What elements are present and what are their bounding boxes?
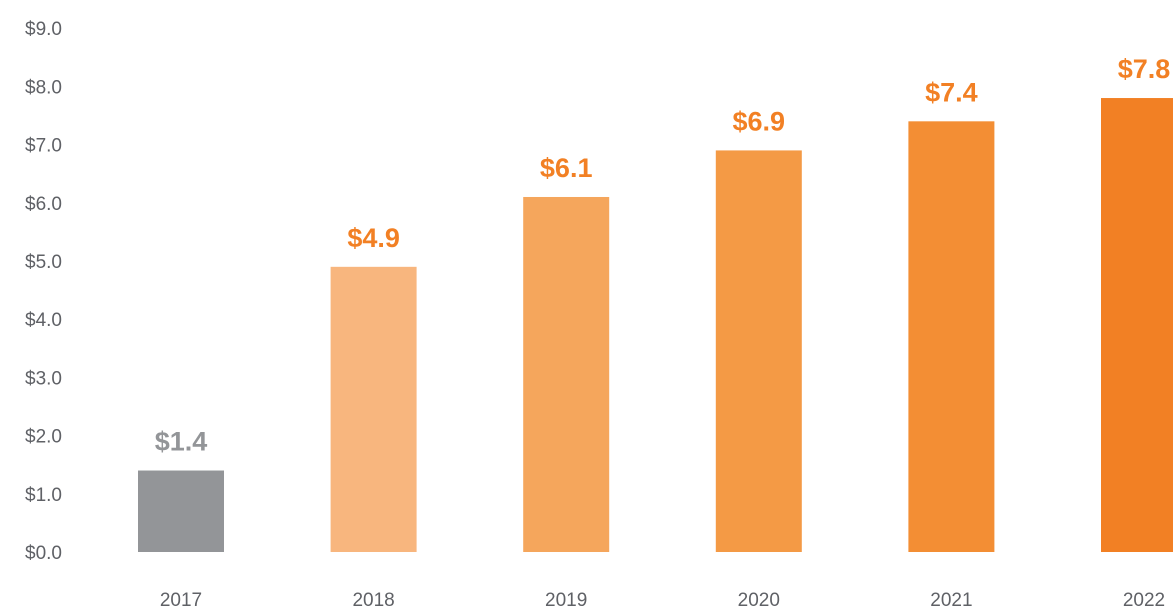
bar-2021 xyxy=(908,121,995,552)
bar-2017 xyxy=(138,470,224,552)
y-tick-label: $4.0 xyxy=(25,310,62,331)
y-axis: $0.0 $1.0 $2.0 $3.0 $4.0 $5.0 $6.0 $7.0 $8.0 $9.0 xyxy=(25,19,62,564)
bar-2018 xyxy=(330,266,417,552)
y-tick-label: $0.0 xyxy=(25,543,62,564)
y-tick-label: $5.0 xyxy=(25,252,62,273)
x-tick-label: 2022 xyxy=(1123,590,1165,609)
bar-2020 xyxy=(715,150,802,553)
x-tick-label: 2020 xyxy=(738,590,780,609)
y-tick-label: $6.0 xyxy=(25,194,62,215)
x-tick-label: 2021 xyxy=(930,590,972,609)
x-tick-label: 2018 xyxy=(352,590,394,609)
x-axis: 2017 2018 2019 2020 2021 2022 xyxy=(160,590,1165,611)
y-tick-label: $8.0 xyxy=(25,77,62,98)
y-tick-label: $2.0 xyxy=(25,427,62,448)
value-label-2019: $6.1 xyxy=(540,153,593,183)
value-label-2021: $7.4 xyxy=(925,77,978,107)
bar-2019 xyxy=(523,196,610,553)
value-labels: $1.4 $4.9 $6.1 $6.9 $7.4 $7.8 xyxy=(155,54,1171,456)
value-label-2020: $6.9 xyxy=(733,106,786,136)
y-tick-label: $1.0 xyxy=(25,485,62,506)
y-tick-label: $9.0 xyxy=(25,19,62,40)
x-tick-label: 2019 xyxy=(545,590,587,609)
value-label-2018: $4.9 xyxy=(347,223,400,253)
value-label-2017: $1.4 xyxy=(155,427,208,457)
value-label-2022: $7.8 xyxy=(1118,54,1171,84)
y-tick-label: $3.0 xyxy=(25,368,62,389)
bars xyxy=(138,98,1173,553)
bar-2022 xyxy=(1101,98,1173,552)
x-tick-label: 2017 xyxy=(160,590,202,609)
y-tick-label: $7.0 xyxy=(25,136,62,157)
